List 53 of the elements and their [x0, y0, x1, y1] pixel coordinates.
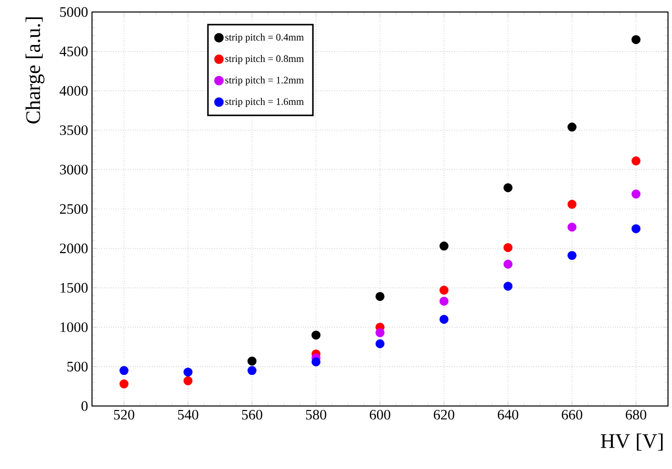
legend-label: strip pitch = 0.8mm: [225, 55, 304, 64]
x-tick-label: 680: [626, 410, 646, 420]
point: [568, 122, 576, 132]
y-tick-label: 1500: [60, 282, 88, 293]
point: [120, 379, 128, 388]
point: [504, 183, 512, 192]
point: [568, 250, 576, 260]
y-tick-label: 1000: [60, 322, 88, 332]
point: [504, 282, 512, 291]
point: [312, 330, 320, 340]
point: [440, 242, 448, 251]
y-tick-label: 3500: [60, 125, 88, 136]
point: [376, 292, 384, 301]
point: [312, 357, 320, 366]
legend-label: strip pitch = 0.4mm: [225, 34, 304, 43]
point: [632, 224, 641, 234]
point: [184, 376, 192, 386]
x-tick-label: 540: [178, 410, 198, 420]
point: [568, 222, 576, 232]
y-tick-label: 2500: [60, 204, 88, 214]
x-tick-label: 600: [370, 410, 390, 420]
point: [376, 328, 384, 338]
legend-label: strip pitch = 1.6mm: [225, 98, 304, 107]
legend-label: strip pitch = 1.2mm: [225, 76, 304, 86]
point: [440, 296, 448, 306]
x-tick-label: 660: [562, 410, 582, 420]
point: [632, 35, 641, 44]
y-tick-label: 5000: [60, 7, 88, 17]
point: [248, 356, 256, 366]
y-tick-label: 4000: [60, 86, 88, 96]
y-tick-label: 0: [82, 401, 88, 411]
x-tick-label: 560: [242, 410, 262, 420]
x-tick-label: 640: [498, 410, 518, 420]
y-tick-label: 2000: [60, 244, 88, 254]
point: [568, 200, 576, 209]
point: [248, 366, 256, 376]
point: [120, 366, 128, 376]
point: [632, 156, 641, 166]
point: [504, 260, 512, 269]
point: [184, 368, 192, 377]
y-axis-title: Charge [a.u.]: [26, 17, 44, 124]
point: [504, 243, 512, 252]
x-tick-label: 520: [114, 410, 134, 420]
point: [440, 286, 448, 295]
point: [632, 190, 641, 199]
x-axis-title: HV [V]: [600, 433, 663, 451]
x-tick-label: 620: [434, 410, 454, 420]
point: [440, 314, 448, 324]
y-tick-label: 4500: [60, 46, 88, 56]
x-tick-label: 580: [306, 410, 326, 420]
y-tick-label: 500: [67, 362, 88, 372]
point: [376, 339, 384, 348]
y-tick-label: 3000: [60, 164, 88, 174]
